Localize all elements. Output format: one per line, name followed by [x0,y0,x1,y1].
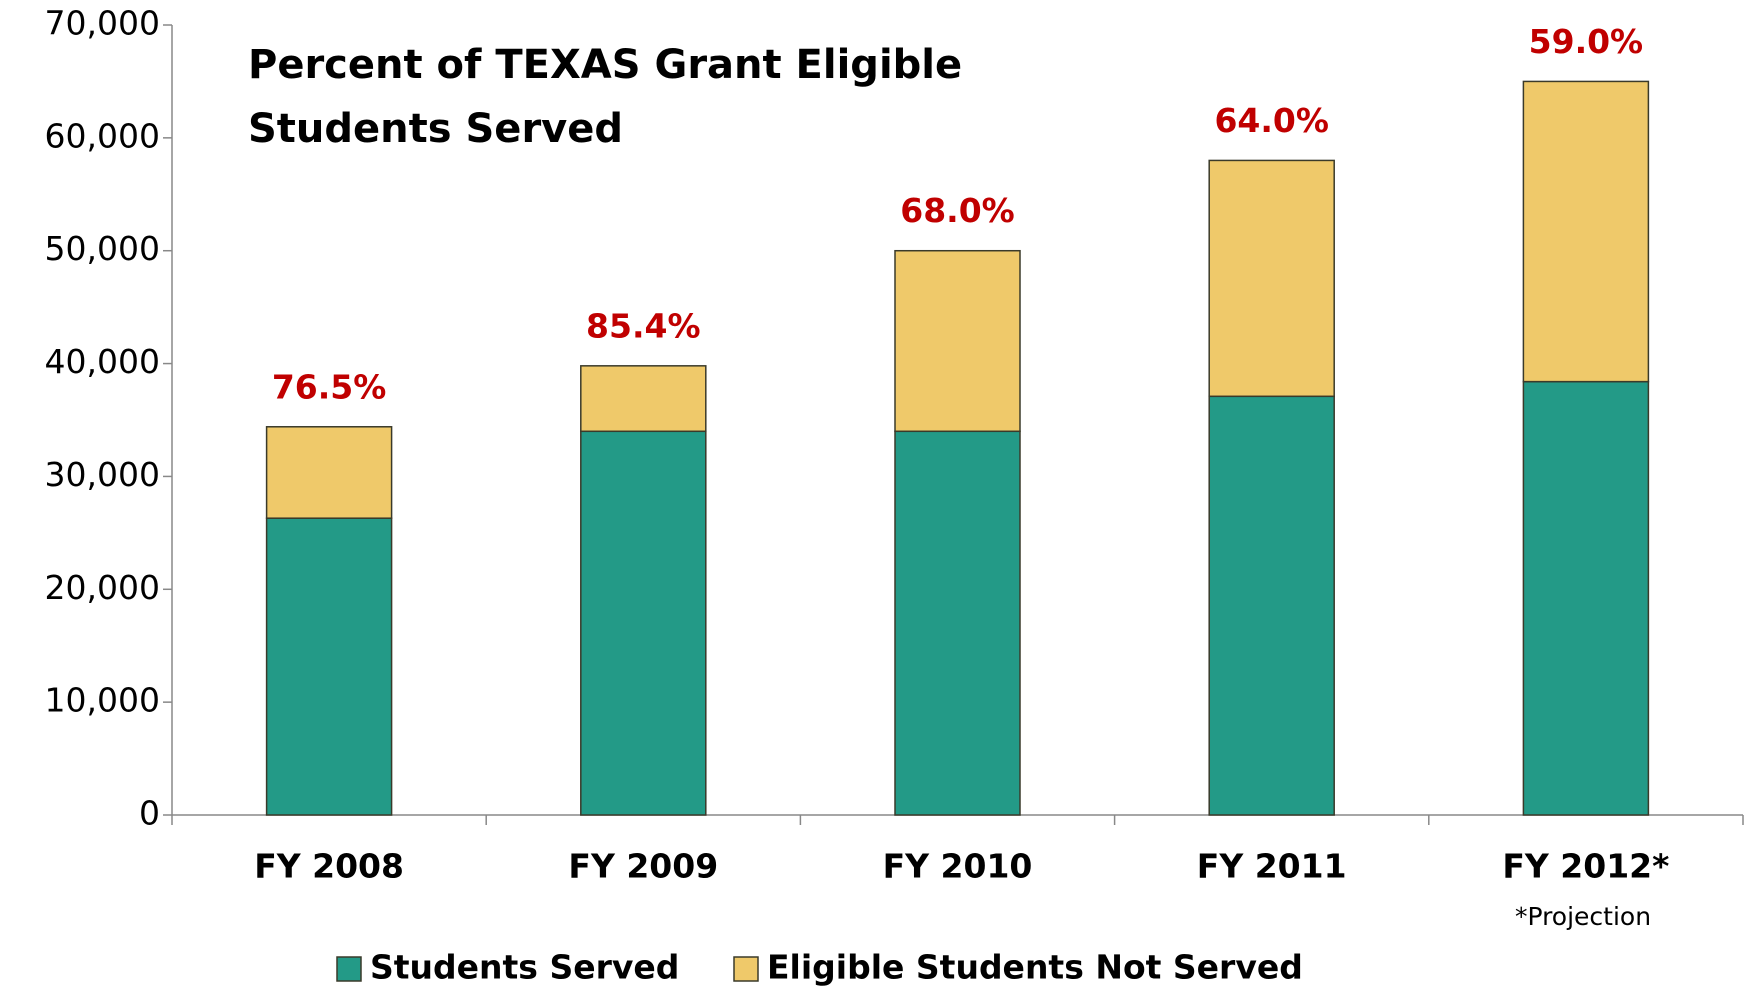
y-tick-label: 70,000 [45,4,160,43]
y-tick-label: 0 [139,794,160,833]
footnote: *Projection [1515,902,1651,931]
x-tick-label: FY 2009 [568,847,718,886]
x-tick-label: FY 2008 [254,847,404,886]
percent-label: 68.0% [900,191,1015,230]
x-tick-label: FY 2011 [1197,847,1347,886]
percent-label: 59.0% [1529,22,1644,61]
legend-label: Eligible Students Not Served [767,948,1303,987]
percent-label: 85.4% [586,306,701,345]
percent-label: 76.5% [272,367,387,406]
y-tick-label: 30,000 [45,455,160,494]
y-tick-label: 20,000 [45,568,160,607]
bar-segment [265,426,393,519]
y-tick-label: 10,000 [45,681,160,720]
bar-segment [580,365,707,433]
chart-title: Students Served [248,106,623,152]
bar-segment [894,430,1021,816]
bar-segment [894,249,1021,433]
bar-segment [580,430,707,816]
bar-segment [1522,80,1650,383]
x-tick-label: FY 2012* [1502,847,1669,886]
bar-segment [265,517,393,816]
legend-swatch [733,956,759,982]
bar-segment [1208,395,1335,816]
chart-title: Percent of TEXAS Grant Eligible [248,42,962,88]
legend-label: Students Served [370,948,679,987]
x-tick-label: FY 2010 [883,847,1033,886]
y-tick-label: 40,000 [45,342,160,381]
bar-segment [1522,380,1650,816]
legend-swatch [336,956,362,982]
y-tick-label: 50,000 [45,229,160,268]
percent-label: 64.0% [1214,101,1329,140]
bar-segment [1208,159,1335,398]
y-tick-label: 60,000 [45,116,160,155]
